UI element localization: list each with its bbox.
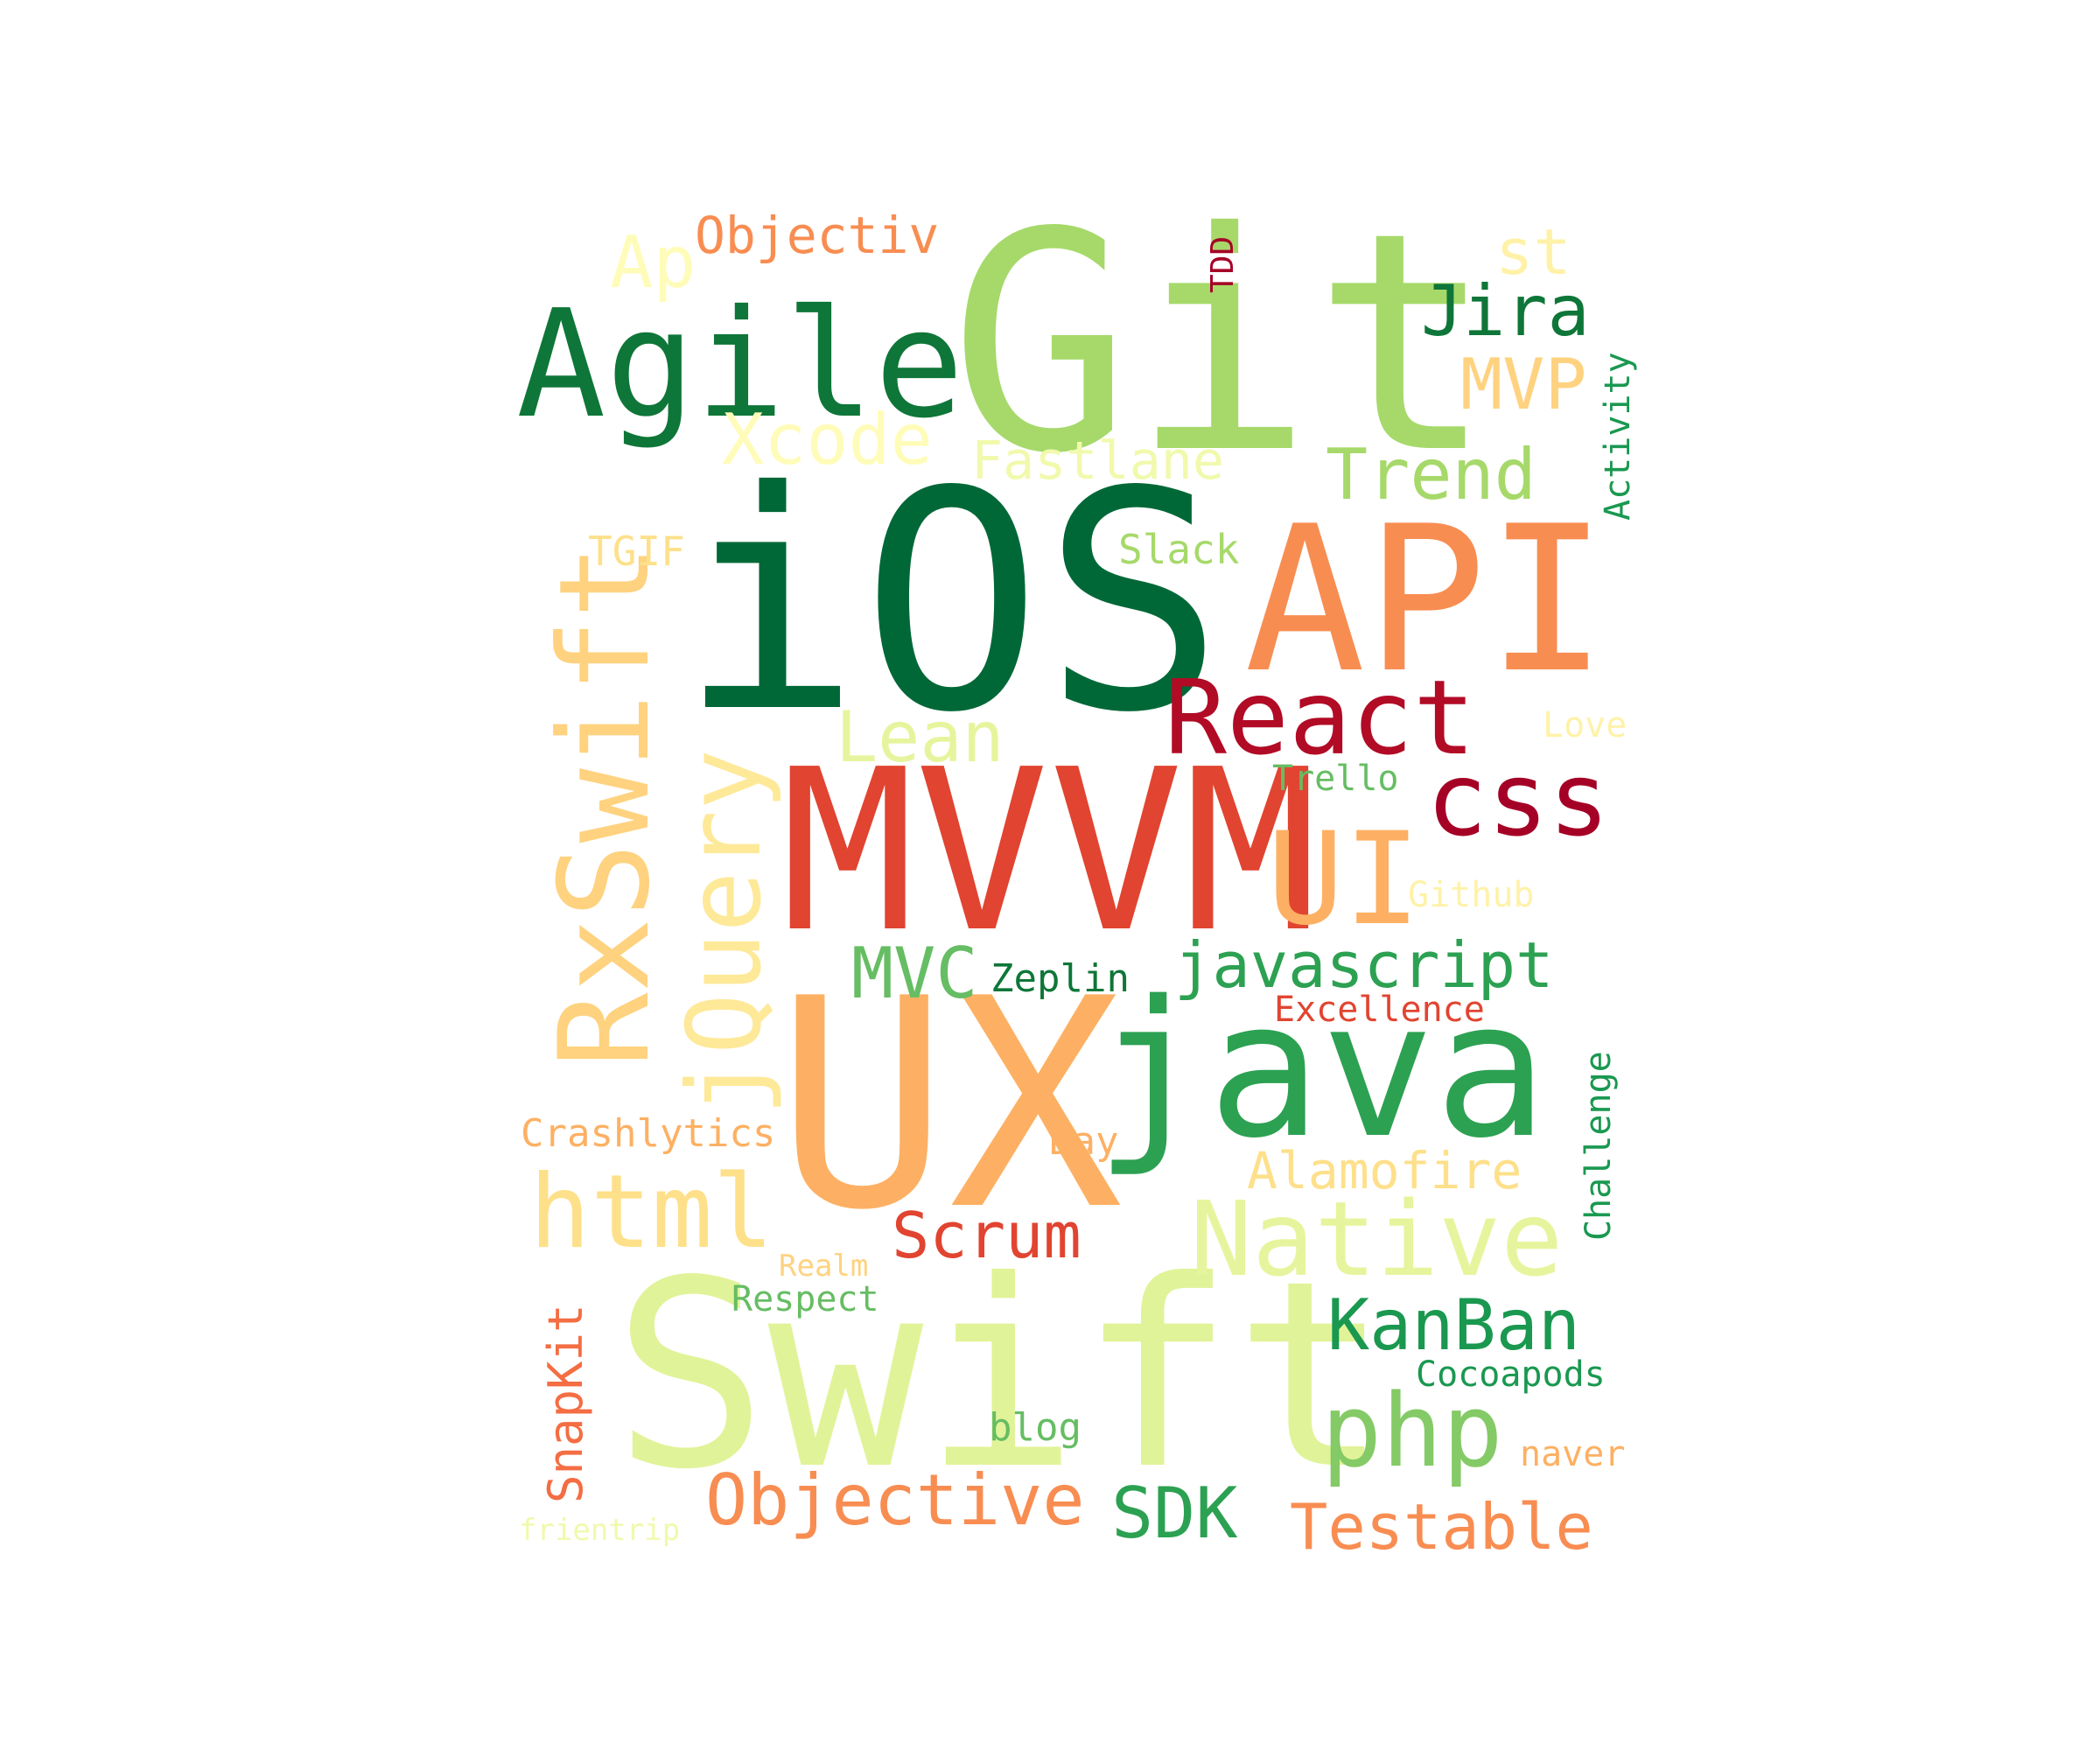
word-git: Git: [949, 169, 1494, 520]
word-php: php: [1321, 1373, 1503, 1490]
word-testable: Testable: [1290, 1490, 1593, 1564]
word-respect: Respect: [732, 1279, 879, 1320]
word-html: html: [529, 1153, 774, 1271]
word-mvp: MVP: [1460, 344, 1587, 425]
word-mvc: MVC: [851, 933, 978, 1014]
word-excellence: Excellence: [1274, 990, 1485, 1030]
word-css: css: [1426, 741, 1610, 859]
word-alamofire: Alamofire: [1247, 1141, 1522, 1200]
word-jira: Jira: [1421, 270, 1590, 352]
word-jquery: jQuery: [666, 749, 784, 1116]
word-tgif: TGIF: [588, 528, 685, 575]
word-javascript: javascript: [1174, 928, 1553, 1002]
word-scrum: Scrum: [892, 1199, 1082, 1272]
word-st: st: [1495, 215, 1572, 289]
word-sdk: SDK: [1111, 1473, 1238, 1554]
word-trello: Trello: [1272, 759, 1399, 799]
word-blog: blog: [989, 1405, 1082, 1450]
word-slack: Slack: [1118, 526, 1239, 573]
word-challenge: Challenge: [1578, 1051, 1619, 1241]
word-activity: Activity: [1598, 352, 1638, 521]
word-realm: Realm: [779, 1249, 868, 1284]
word-api: API: [1244, 484, 1607, 718]
word-ap: Ap: [610, 221, 696, 304]
word-objective: Objective: [705, 1460, 1084, 1541]
word-xcode: Xcode: [722, 399, 933, 480]
word-objectiv: Objectiv: [695, 206, 939, 265]
word-github: Github: [1408, 875, 1535, 915]
word-rxswift[interactable]: RxSwift: [533, 544, 677, 1068]
word-native: Native: [1190, 1179, 1563, 1299]
word-trend: Trend: [1326, 434, 1536, 515]
word-mvvm: MVVM: [780, 722, 1318, 982]
word-lean: Lean: [836, 696, 1004, 778]
word-snapkit: SnapKit: [538, 1304, 593, 1503]
word-tdd: TDD: [1205, 236, 1241, 293]
word-swift: Swift: [612, 1225, 1390, 1526]
word-crashlytics: Crashlytics: [521, 1111, 775, 1156]
word-naver: naver: [1520, 1434, 1625, 1474]
word-fastlane: Fastlane: [971, 430, 1224, 492]
word-ux: UX: [775, 937, 1123, 1273]
word-ui: UI: [1267, 805, 1421, 954]
word-kanban: KanBan: [1327, 1284, 1580, 1366]
word-love: Love: [1543, 705, 1627, 746]
word-cocoapods: Cocoapods: [1416, 1354, 1606, 1395]
word-react: React: [1165, 657, 1475, 778]
word-day: Day: [1049, 1119, 1118, 1164]
word-java: java: [1095, 960, 1548, 1180]
word-zeplin: Zeplin: [990, 956, 1130, 1001]
word-ios: iOS: [679, 428, 1224, 779]
word-agile: Agile: [516, 278, 964, 452]
word-frientrip: frientrip: [519, 1513, 680, 1548]
